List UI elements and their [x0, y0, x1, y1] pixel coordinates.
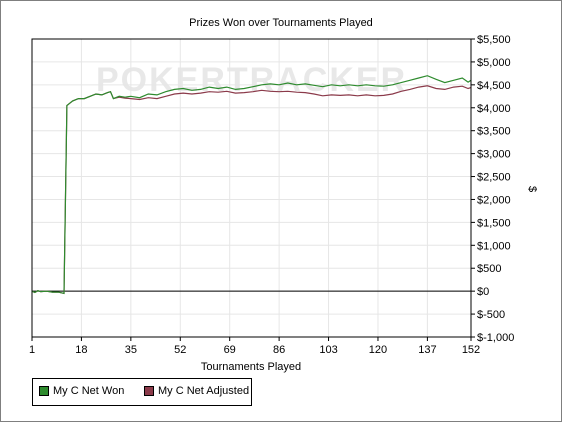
y-tick-label: $4,500 — [477, 80, 511, 92]
watermark-text: POKERTRACKER — [96, 61, 407, 99]
series-layer — [31, 75, 472, 295]
y-tick-label: $1,500 — [477, 217, 511, 229]
y-tick-label: $500 — [477, 263, 501, 275]
x-tick-label: 35 — [125, 344, 137, 356]
y-tick-label: $2,500 — [477, 172, 511, 184]
x-tick-label: 52 — [174, 344, 186, 356]
y-tick-label: $5,500 — [477, 34, 511, 46]
watermark: POKERTRACKER — [96, 61, 407, 99]
y-axis-ticks: $5,500 $5,000 $4,500 $4,000 $3,500 $3,000 $2,5… — [471, 34, 514, 344]
y-tick-label: $4,000 — [477, 103, 511, 115]
y-tick-label: $-1,000 — [477, 332, 514, 344]
y-axis-label: $ — [526, 186, 538, 192]
y-tick-label: $1,000 — [477, 240, 511, 252]
y-tick-label: $-500 — [477, 309, 505, 321]
x-tick-label: 1 — [29, 344, 35, 356]
legend-label-net-won: My C Net Won — [53, 385, 125, 397]
x-tick-label: 69 — [224, 344, 236, 356]
x-tick-label: 18 — [75, 344, 87, 356]
y-tick-label: $5,000 — [477, 57, 511, 69]
y-tick-label: $2,000 — [477, 194, 511, 206]
x-axis-ticks: 1 18 35 52 69 86 103 120 137 152 — [29, 337, 480, 356]
y-tick-label: $3,500 — [477, 126, 511, 138]
x-tick-label: 137 — [418, 344, 436, 356]
legend: My C Net Won My C Net Adjusted — [32, 378, 252, 406]
legend-label-net-adjusted: My C Net Adjusted — [158, 385, 250, 397]
legend-item-net-won: My C Net Won — [39, 385, 124, 397]
plot-area-border — [31, 38, 472, 338]
x-tick-label: 86 — [273, 344, 285, 356]
legend-item-net-adjusted: My C Net Adjusted — [144, 385, 249, 397]
x-tick-label: 120 — [369, 344, 387, 356]
series-line-net-adjusted — [31, 85, 472, 295]
x-tick-label: 152 — [462, 344, 480, 356]
series-line-net-won — [31, 75, 472, 295]
y-tick-label: $3,000 — [477, 149, 511, 161]
x-tick-label: 103 — [319, 344, 337, 356]
chart-title: Prizes Won over Tournaments Played — [189, 17, 373, 29]
y-tick-label: $0 — [477, 286, 489, 298]
legend-swatch-net-adjusted — [144, 386, 154, 396]
x-axis-label: Tournaments Played — [201, 361, 301, 373]
legend-swatch-net-won — [39, 386, 49, 396]
